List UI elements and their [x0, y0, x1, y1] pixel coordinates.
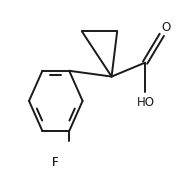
- Text: F: F: [52, 156, 58, 169]
- Text: O: O: [162, 21, 171, 34]
- Text: HO: HO: [137, 96, 155, 109]
- Text: F: F: [52, 156, 58, 169]
